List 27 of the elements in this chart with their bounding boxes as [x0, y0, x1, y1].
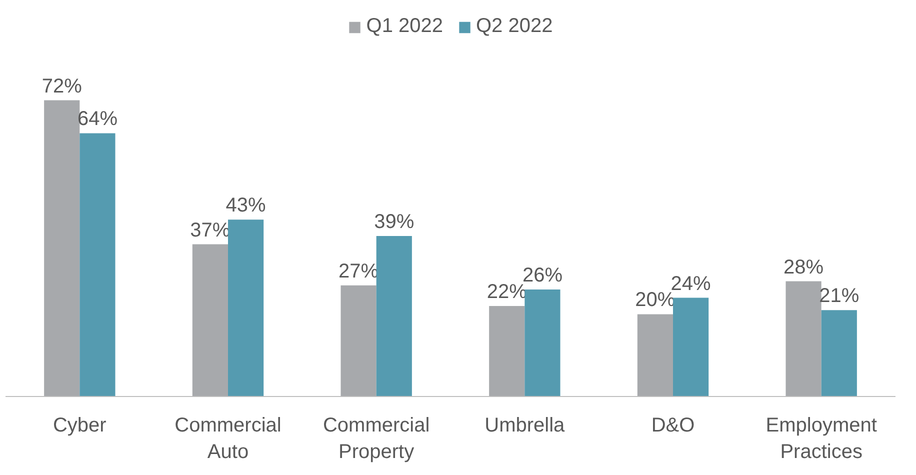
bar: [376, 236, 412, 396]
legend-label: Q1 2022: [366, 15, 443, 38]
x-tick-label: Umbrella: [484, 414, 566, 436]
bar: [786, 281, 822, 396]
x-tick-label: D&O: [651, 414, 695, 436]
x-tick-label: Cyber: [52, 414, 107, 436]
x-tick-label: Employment Practices: [766, 414, 878, 463]
bar: [80, 133, 116, 396]
bar: [44, 100, 80, 396]
bar: [673, 298, 709, 396]
bar: [524, 290, 560, 396]
bar: [228, 220, 264, 396]
bar: [489, 306, 525, 396]
x-tick-label: Commercial Property: [322, 414, 430, 463]
data-label: 72%: [42, 75, 82, 98]
bar: [340, 285, 376, 396]
data-label: 21%: [819, 285, 860, 308]
data-label: 39%: [374, 211, 414, 234]
data-label: 28%: [784, 256, 824, 278]
bar: [821, 310, 857, 396]
bar: [637, 314, 673, 396]
data-label: 27%: [338, 260, 379, 282]
legend-label: Q2 2022: [476, 15, 553, 38]
x-tick-label: Commercial Auto: [174, 414, 282, 463]
data-label: 43%: [226, 194, 266, 217]
data-label: 64%: [77, 108, 118, 130]
bar: [192, 244, 228, 396]
